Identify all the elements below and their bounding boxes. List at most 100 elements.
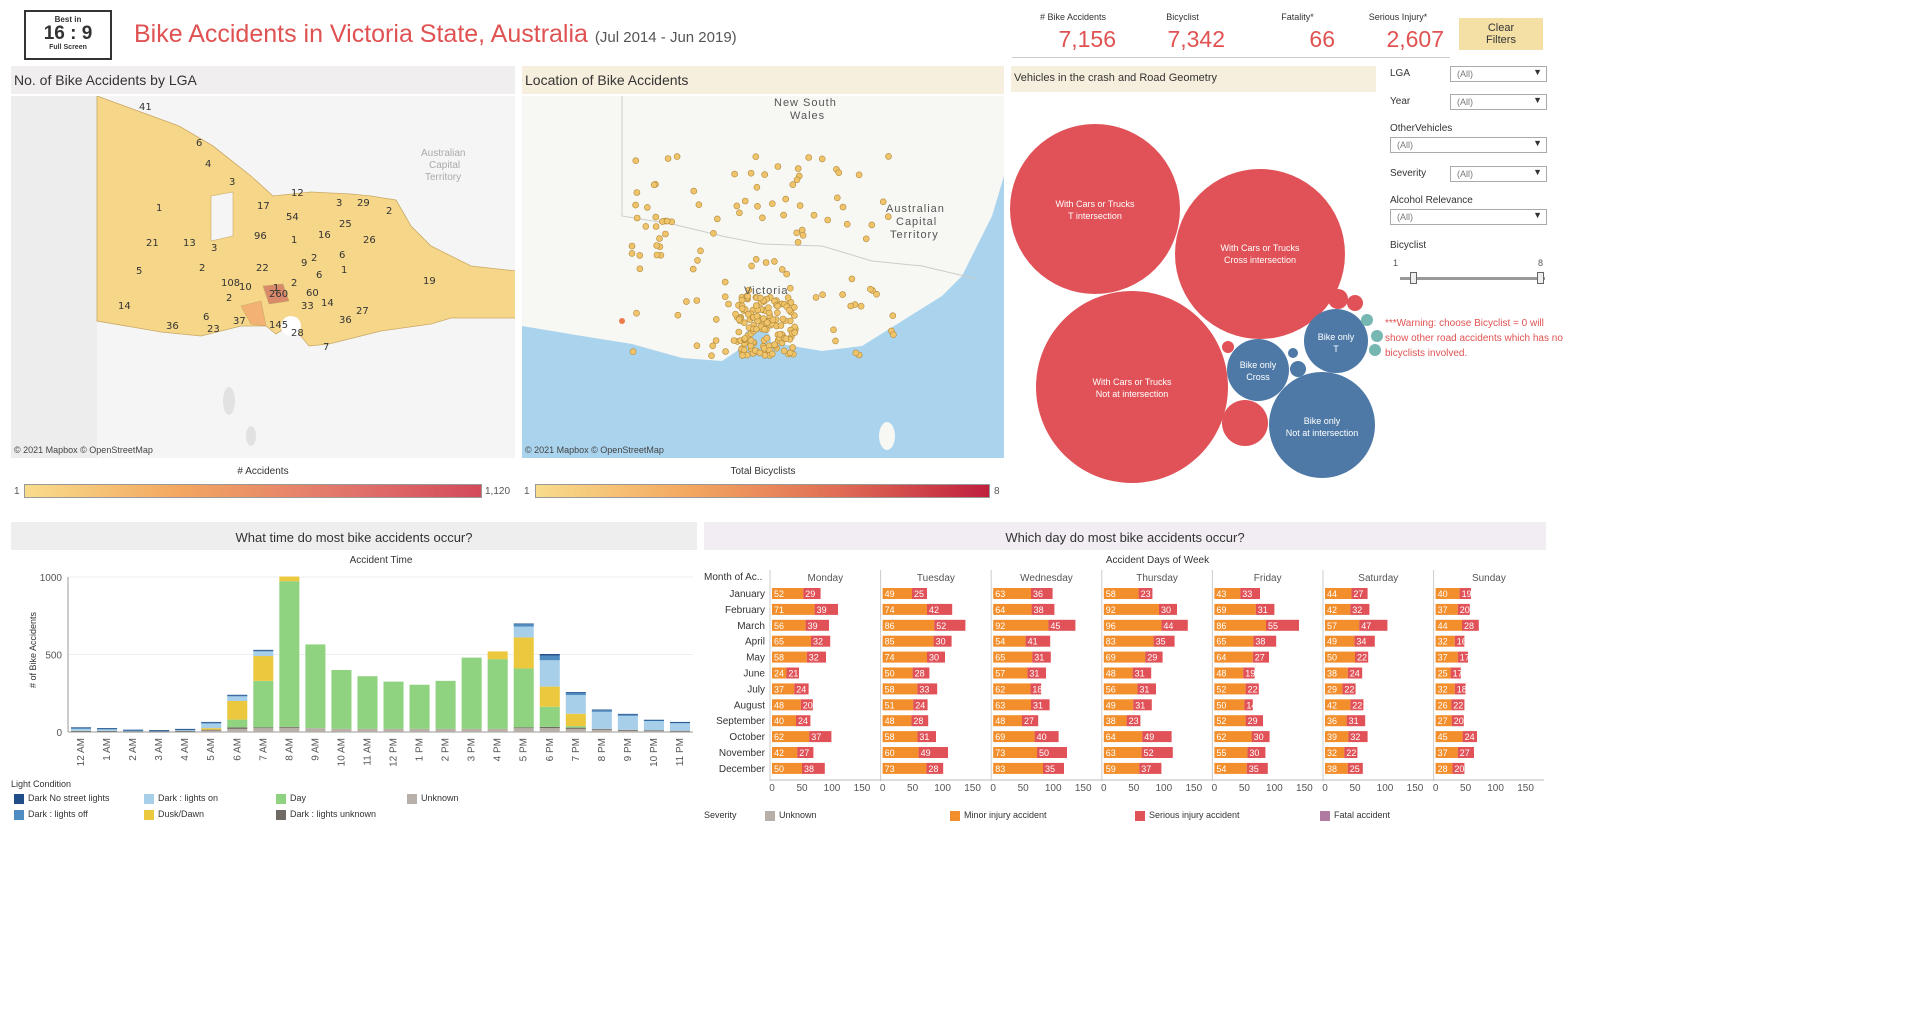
accident-dot[interactable] <box>740 346 748 354</box>
light-legend-item[interactable]: Dark : lights off <box>14 809 88 820</box>
accident-dot[interactable] <box>760 315 767 322</box>
serious-bar[interactable] <box>1031 588 1053 599</box>
accident-dot[interactable] <box>885 153 892 160</box>
light-legend-item[interactable]: Unknown <box>407 793 459 804</box>
accident-dot[interactable] <box>636 252 644 259</box>
minor-bar[interactable] <box>1435 651 1458 663</box>
minor-bar[interactable] <box>772 699 801 711</box>
minor-bar[interactable] <box>993 762 1043 774</box>
minor-bar[interactable] <box>993 683 1031 695</box>
accident-dot[interactable] <box>761 352 769 359</box>
time-bar-segment[interactable] <box>331 670 352 729</box>
accident-dot[interactable] <box>633 189 641 196</box>
time-bar-segment[interactable] <box>279 581 300 727</box>
accident-dot[interactable] <box>753 302 760 309</box>
time-bar-segment[interactable] <box>149 731 170 733</box>
accident-dot[interactable] <box>644 204 651 211</box>
minor-bar[interactable] <box>1435 619 1462 631</box>
accident-dot[interactable] <box>786 306 793 314</box>
serious-bar[interactable] <box>913 699 928 711</box>
accident-dot[interactable] <box>794 165 802 172</box>
minor-bar[interactable] <box>772 603 815 615</box>
slider-handle-min[interactable] <box>1410 272 1417 284</box>
time-bar-segment[interactable] <box>539 728 560 732</box>
time-bar-segment[interactable] <box>617 714 638 716</box>
time-bar-segment[interactable] <box>565 727 586 729</box>
minor-bar[interactable] <box>1325 667 1348 679</box>
accident-dot[interactable] <box>805 154 813 161</box>
accident-dot[interactable] <box>652 213 660 221</box>
serious-bar[interactable] <box>1253 635 1277 647</box>
time-bar-segment[interactable] <box>227 695 248 697</box>
time-bar-segment[interactable] <box>487 659 508 729</box>
serious-bar[interactable] <box>1240 588 1260 599</box>
time-bar-segment[interactable] <box>513 728 534 732</box>
minor-bar[interactable] <box>1214 588 1241 599</box>
minor-bar[interactable] <box>1435 762 1453 774</box>
serious-bar[interactable] <box>1243 667 1255 679</box>
minor-bar[interactable] <box>772 731 810 743</box>
accident-dot[interactable] <box>759 214 766 222</box>
minor-bar[interactable] <box>1325 731 1349 743</box>
accident-dot[interactable] <box>756 349 764 357</box>
time-bar-segment[interactable] <box>227 694 248 696</box>
minor-bar[interactable] <box>882 747 919 758</box>
time-bar-segment[interactable] <box>409 684 430 729</box>
accident-dot[interactable] <box>693 342 701 349</box>
accident-dot[interactable] <box>786 349 794 357</box>
serious-bar[interactable] <box>1145 651 1163 663</box>
serious-bar[interactable] <box>912 588 927 599</box>
time-bar-segment[interactable] <box>123 730 144 732</box>
minor-bar[interactable] <box>772 667 787 679</box>
time-bar-segment[interactable] <box>305 644 326 729</box>
time-bar-segment[interactable] <box>539 660 560 687</box>
accident-dot[interactable] <box>769 200 776 207</box>
accident-dot[interactable] <box>818 155 826 163</box>
time-bar-segment[interactable] <box>487 728 508 732</box>
serious-bar[interactable] <box>1355 651 1369 663</box>
minor-bar[interactable] <box>882 715 912 727</box>
time-bar-segment[interactable] <box>513 624 534 627</box>
serious-bar[interactable] <box>1450 667 1461 679</box>
time-bar-segment[interactable] <box>643 719 664 721</box>
time-bar-segment[interactable] <box>461 657 482 729</box>
serious-bar[interactable] <box>1342 683 1356 695</box>
time-bar-segment[interactable] <box>175 729 196 731</box>
minor-bar[interactable] <box>1325 762 1348 774</box>
accident-dot[interactable] <box>735 328 743 336</box>
serious-bar[interactable] <box>1252 651 1269 663</box>
accident-dot[interactable] <box>653 251 661 259</box>
minor-bar[interactable] <box>1325 651 1355 663</box>
time-bar-segment[interactable] <box>513 637 534 669</box>
bubble-small[interactable] <box>1347 295 1363 311</box>
minor-bar[interactable] <box>1214 699 1245 711</box>
serious-bar[interactable] <box>1153 635 1175 647</box>
accident-dot[interactable] <box>867 285 874 293</box>
minor-bar[interactable] <box>1325 588 1352 599</box>
accident-dot[interactable] <box>771 258 778 265</box>
time-bar-segment[interactable] <box>591 711 612 729</box>
accident-dot[interactable] <box>652 223 660 230</box>
minor-bar[interactable] <box>1435 731 1463 743</box>
serious-bar[interactable] <box>1247 747 1266 758</box>
bubble-bike-not[interactable] <box>1269 372 1375 478</box>
serious-bar[interactable] <box>1034 731 1059 743</box>
serious-bar[interactable] <box>794 683 809 695</box>
serious-bar[interactable] <box>796 715 811 727</box>
bicyclist-slider-track[interactable] <box>1400 277 1545 280</box>
serious-bar[interactable] <box>1462 731 1477 743</box>
time-bar-segment[interactable] <box>201 729 222 731</box>
light-legend-item[interactable]: Dusk/Dawn <box>144 809 204 820</box>
minor-bar[interactable] <box>1435 635 1455 647</box>
minor-bar[interactable] <box>1435 683 1455 695</box>
minor-bar[interactable] <box>993 619 1049 631</box>
minor-bar[interactable] <box>1435 667 1451 679</box>
serious-bar[interactable] <box>1346 715 1366 727</box>
accident-dot[interactable] <box>744 310 752 318</box>
time-bar-segment[interactable] <box>253 727 274 729</box>
time-bar-segment[interactable] <box>331 728 352 732</box>
serious-bar[interactable] <box>1344 747 1358 758</box>
time-bar-segment[interactable] <box>149 730 170 731</box>
minor-bar[interactable] <box>882 699 914 711</box>
accident-dot[interactable] <box>653 242 660 249</box>
